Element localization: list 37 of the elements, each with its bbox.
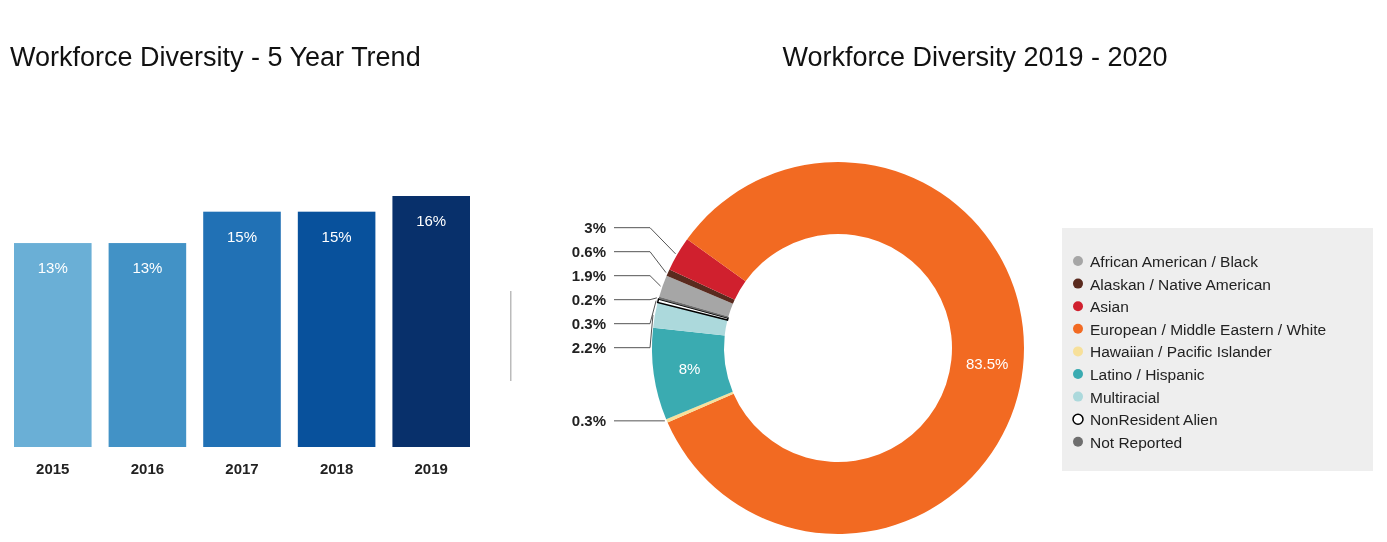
data-label: 0.3% [571, 411, 606, 429]
data-label: 8% [678, 360, 701, 378]
legend-label: Hawaiian / Pacific Islander [1090, 343, 1272, 361]
donut-slice [653, 302, 728, 336]
chart-title: Workforce Diversity - 5 Year Trend [10, 42, 421, 72]
data-label: 1.9% [571, 266, 606, 284]
data-label: 16% [416, 212, 447, 229]
legend-label: Not Reported [1090, 433, 1183, 451]
legend-label: African American / Black [1090, 253, 1259, 270]
data-label: 15% [321, 227, 352, 245]
data-label: 3% [584, 218, 606, 236]
data-label: 83.5% [965, 354, 1009, 372]
legend-label: Multiracial [1090, 388, 1160, 406]
donut-slice [659, 275, 733, 317]
donut-slice [652, 327, 733, 420]
legend-label: Alaskan / Native American [1090, 275, 1271, 293]
data-label: 13% [37, 259, 68, 277]
legend-label: NonResident Alien [1090, 411, 1218, 429]
donut-slice [666, 269, 735, 304]
x-tick-label: 2015 [36, 460, 70, 477]
data-label: 13% [132, 259, 163, 277]
x-tick-label: 2016 [130, 460, 165, 477]
data-label: 0.3% [571, 314, 606, 332]
data-label: 0.2% [571, 290, 606, 308]
legend-label: Latino / Hispanic [1090, 366, 1205, 383]
donut-slice [667, 162, 1024, 534]
data-label: 0.6% [571, 242, 606, 260]
legend-label: Asian [1090, 298, 1129, 316]
chart-title: Workforce Diversity 2019 - 2020 [782, 42, 1168, 72]
x-tick-label: 2017 [225, 460, 259, 477]
donut-slice [669, 239, 746, 300]
data-label: 2.2% [571, 338, 606, 356]
data-label: 15% [226, 227, 258, 245]
x-tick-label: 2018 [319, 460, 354, 477]
donut-slice [666, 391, 734, 423]
x-tick-label: 2019 [414, 460, 448, 477]
legend-label: European / Middle Eastern / White [1090, 320, 1327, 338]
